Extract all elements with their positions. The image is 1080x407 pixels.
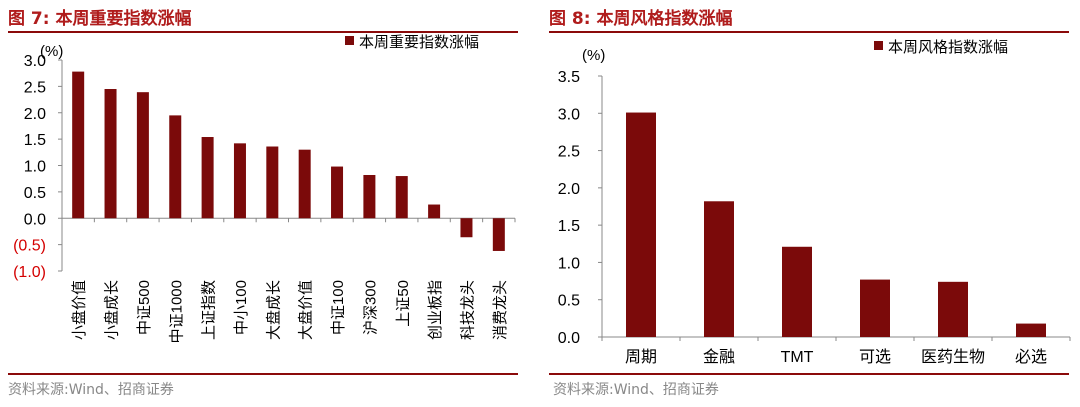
bar <box>104 89 117 219</box>
category-label: 中小100 <box>233 280 250 335</box>
y-unit-label: (%) <box>40 43 63 60</box>
title-rule-right <box>549 31 1069 33</box>
bar <box>1016 323 1046 337</box>
category-label: 可选 <box>859 348 891 366</box>
category-label: 小盘价值 <box>70 280 88 340</box>
category-label: 医药生物 <box>921 348 985 366</box>
y-tick-label: 1.5 <box>24 132 46 149</box>
category-label: 中证100 <box>330 280 347 335</box>
figure-7-title: 图 7: 本周重要指数涨幅 <box>8 9 192 29</box>
bar <box>428 204 441 219</box>
category-label: 小盘成长 <box>103 280 121 340</box>
figure-8-title: 图 8: 本周风格指数涨幅 <box>549 9 733 29</box>
y-tick-label: 1.0 <box>558 255 580 272</box>
bar <box>492 218 505 251</box>
bar <box>169 115 182 219</box>
y-tick-label: 0.5 <box>24 185 46 202</box>
source-rule-right <box>549 373 1069 375</box>
category-label: 大盘价值 <box>297 280 315 340</box>
legend-swatch <box>874 41 883 50</box>
y-tick-label: 3.0 <box>24 53 46 70</box>
legend-swatch <box>345 36 354 45</box>
category-label: 中证500 <box>136 280 153 335</box>
y-tick-label: 2.5 <box>558 144 580 161</box>
y-tick-label: 0.0 <box>558 330 580 347</box>
category-label: 金融 <box>703 348 735 366</box>
y-tick-label: 0.5 <box>558 293 580 310</box>
bar <box>266 146 279 219</box>
category-label: 上证指数 <box>201 280 218 340</box>
source-note-left: 资料来源:Wind、招商证券 <box>8 382 174 398</box>
y-tick-label: (0.5) <box>13 238 46 255</box>
legend-label: 本周重要指数涨幅 <box>359 34 479 51</box>
y-unit-label: (%) <box>582 47 605 64</box>
bar <box>860 279 890 337</box>
y-tick-label: 2.0 <box>24 106 46 123</box>
bar <box>331 166 344 219</box>
bar <box>938 281 968 337</box>
bar <box>233 143 246 219</box>
category-label: 科技龙头 <box>459 280 476 340</box>
bar <box>626 112 656 337</box>
y-tick-label: 1.0 <box>24 159 46 176</box>
y-tick-label: 2.5 <box>24 79 46 96</box>
legend-label: 本周风格指数涨幅 <box>888 39 1008 56</box>
category-label: 周期 <box>625 348 657 366</box>
bar <box>363 174 376 219</box>
title-rule-left <box>8 31 518 33</box>
category-label: 中证1000 <box>168 280 185 343</box>
y-tick-label: 3.0 <box>558 106 580 123</box>
bar <box>782 246 812 337</box>
y-tick-label: 2.0 <box>558 181 580 198</box>
bar <box>298 149 311 219</box>
y-tick-label: (1.0) <box>13 264 46 281</box>
category-label: 消费龙头 <box>492 280 509 340</box>
y-tick-label: 0.0 <box>24 211 46 228</box>
category-label: 沪深300 <box>362 280 379 335</box>
source-rule-left <box>8 373 518 375</box>
bar <box>704 201 734 337</box>
category-label: 创业板指 <box>426 280 444 340</box>
bar <box>460 218 473 238</box>
bar <box>72 71 85 219</box>
y-tick-label: 1.5 <box>558 218 580 235</box>
source-note-right: 资料来源:Wind、招商证券 <box>553 382 719 398</box>
category-label: 大盘成长 <box>264 280 282 340</box>
category-label: 必选 <box>1015 348 1047 366</box>
bar <box>201 137 214 219</box>
bar <box>395 176 408 219</box>
bar <box>136 92 149 219</box>
category-label: 上证50 <box>395 280 412 327</box>
y-tick-label: 3.5 <box>558 69 580 86</box>
category-label: TMT <box>781 349 814 366</box>
